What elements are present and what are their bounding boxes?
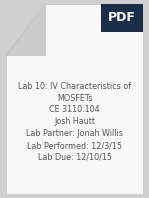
FancyBboxPatch shape bbox=[101, 4, 143, 32]
Text: Lab Due: 12/10/15: Lab Due: 12/10/15 bbox=[38, 153, 111, 162]
Text: Lab Partner: Jonah Willis: Lab Partner: Jonah Willis bbox=[26, 129, 123, 138]
FancyBboxPatch shape bbox=[6, 4, 143, 194]
Text: Lab Performed: 12/3/15: Lab Performed: 12/3/15 bbox=[27, 141, 122, 150]
Polygon shape bbox=[6, 4, 45, 55]
Text: PDF: PDF bbox=[108, 11, 136, 24]
Text: Lab 10: IV Characteristics of: Lab 10: IV Characteristics of bbox=[18, 82, 131, 91]
Polygon shape bbox=[6, 4, 45, 55]
Text: Josh Hautt: Josh Hautt bbox=[54, 117, 95, 126]
Text: MOSFETs: MOSFETs bbox=[57, 93, 92, 103]
Text: CE 3110.104: CE 3110.104 bbox=[49, 105, 100, 114]
